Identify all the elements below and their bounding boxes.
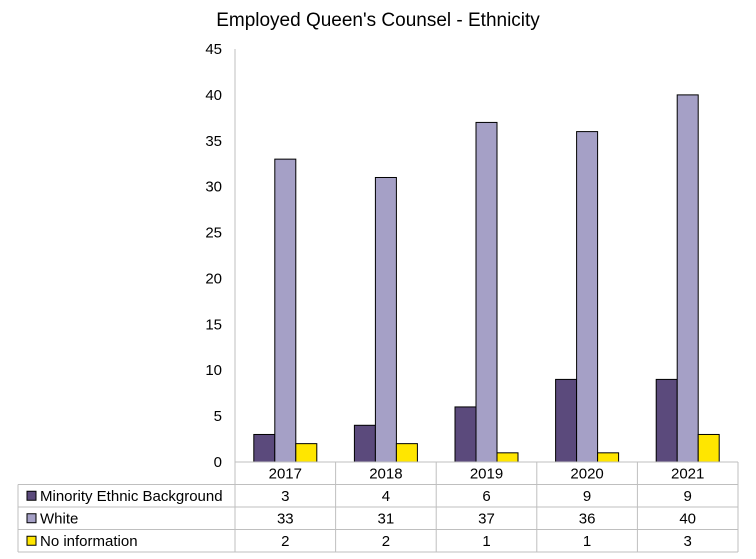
y-tick-label: 25 bbox=[205, 225, 222, 242]
bar-no-information-2019 bbox=[496, 452, 519, 463]
x-tick-label: 2018 bbox=[369, 466, 402, 483]
legend-label: Minority Ethnic Background bbox=[40, 488, 223, 505]
data-label: 6 bbox=[482, 488, 490, 505]
x-tick-label: 2019 bbox=[470, 466, 503, 483]
bar-white-2020 bbox=[576, 131, 599, 463]
data-label: 9 bbox=[684, 488, 692, 505]
data-label: 2 bbox=[382, 533, 390, 550]
bar-no-information-2018 bbox=[395, 443, 418, 463]
data-label: 31 bbox=[378, 510, 395, 527]
bar-no-information-2020 bbox=[597, 452, 620, 463]
bar-no-information-2021 bbox=[697, 433, 720, 463]
y-tick-label: 0 bbox=[214, 454, 222, 471]
bar-white-2021 bbox=[676, 94, 699, 463]
data-label: 37 bbox=[478, 510, 495, 527]
data-label: 3 bbox=[281, 488, 289, 505]
y-tick-label: 45 bbox=[205, 41, 222, 58]
legend-swatch bbox=[26, 490, 37, 501]
bar-minority-ethnic-background-2019 bbox=[454, 406, 477, 463]
data-label: 3 bbox=[684, 533, 692, 550]
y-tick-label: 35 bbox=[205, 133, 222, 150]
bar-minority-ethnic-background-2021 bbox=[655, 378, 678, 463]
data-label: 1 bbox=[482, 533, 490, 550]
data-label: 9 bbox=[583, 488, 591, 505]
x-tick-label: 2021 bbox=[671, 466, 704, 483]
legend-label: White bbox=[40, 510, 78, 527]
chart-title: Employed Queen's Counsel - Ethnicity bbox=[216, 10, 540, 31]
y-tick-label: 10 bbox=[205, 362, 222, 379]
bar-minority-ethnic-background-2020 bbox=[555, 378, 578, 463]
bar-minority-ethnic-background-2018 bbox=[353, 424, 376, 463]
y-tick-label: 20 bbox=[205, 270, 222, 287]
data-label: 4 bbox=[382, 488, 390, 505]
y-tick-label: 30 bbox=[205, 179, 222, 196]
y-tick-label: 5 bbox=[214, 408, 222, 425]
data-label: 36 bbox=[579, 510, 596, 527]
bar-minority-ethnic-background-2017 bbox=[253, 433, 276, 463]
bar-white-2019 bbox=[475, 121, 498, 463]
x-tick-label: 2017 bbox=[269, 466, 302, 483]
legend-swatch bbox=[26, 513, 37, 524]
data-label: 40 bbox=[679, 510, 696, 527]
bar-no-information-2017 bbox=[295, 443, 318, 463]
bar-white-2017 bbox=[274, 158, 297, 463]
y-tick-label: 15 bbox=[205, 316, 222, 333]
x-tick-label: 2020 bbox=[570, 466, 603, 483]
legend-label: No information bbox=[40, 533, 138, 550]
legend-swatch bbox=[26, 535, 37, 546]
bar-white-2018 bbox=[374, 176, 397, 463]
data-label: 2 bbox=[281, 533, 289, 550]
data-label: 33 bbox=[277, 510, 294, 527]
data-label: 1 bbox=[583, 533, 591, 550]
y-tick-label: 40 bbox=[205, 87, 222, 104]
